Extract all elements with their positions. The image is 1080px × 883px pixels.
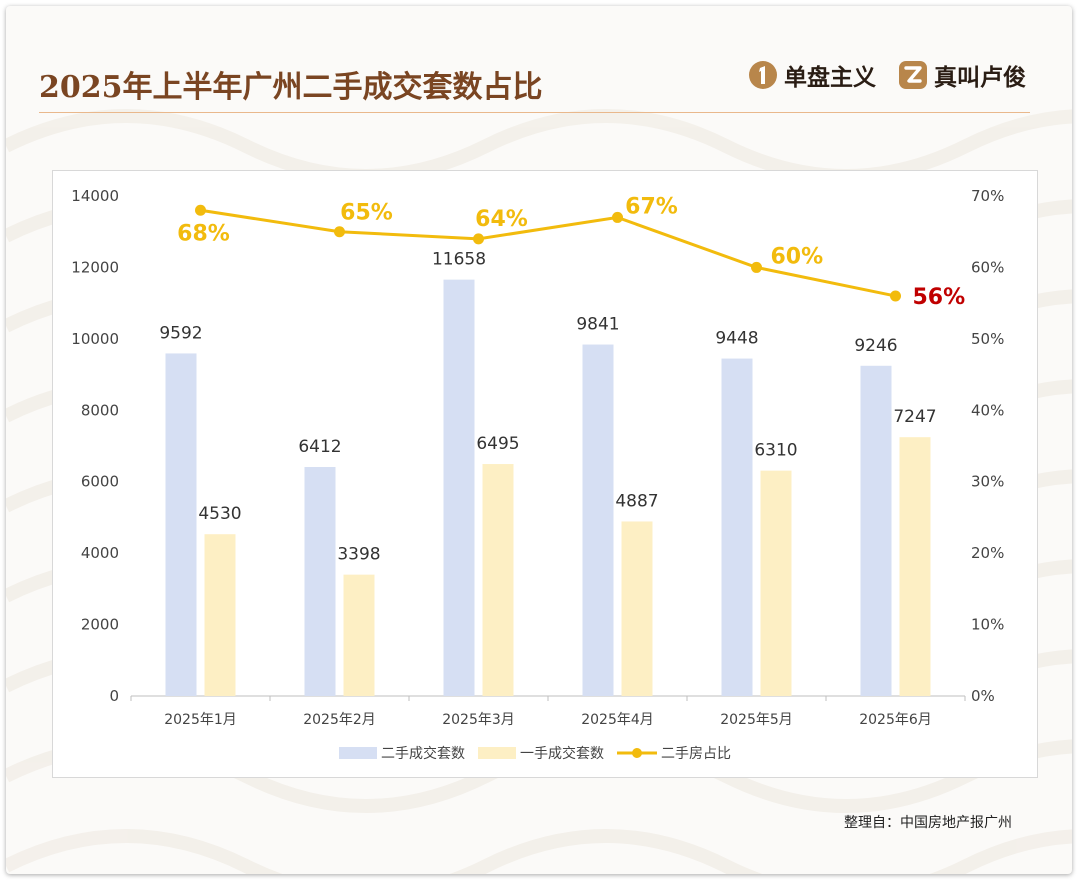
share-label: 67%: [625, 194, 678, 219]
share-label: 60%: [771, 244, 824, 269]
y-right-tick-label: 40%: [971, 401, 1004, 419]
share-point: [473, 233, 484, 245]
bar-newhome: [760, 470, 792, 696]
legend-item-secondhand: 二手成交套数: [339, 745, 465, 762]
y-right-tick-label: 50%: [971, 330, 1004, 348]
title-divider: [39, 112, 1030, 113]
legend-item-share: 二手房占比: [617, 746, 731, 762]
bar-value-label: 9841: [576, 315, 619, 335]
y-left-tick-label: 2000: [81, 616, 119, 634]
bar-newhome: [482, 464, 514, 696]
y-right-tick-label: 10%: [971, 616, 1004, 634]
y-right-tick-label: 60%: [971, 258, 1004, 276]
y-left-tick-label: 6000: [81, 473, 119, 491]
brand-name: 真叫卢俊: [934, 64, 1026, 90]
share-point: [612, 211, 623, 223]
source-note: 整理自：中国房地产报广州: [844, 815, 1012, 831]
y-left-tick-label: 10000: [71, 330, 119, 348]
number-one-logo-icon: [749, 61, 777, 89]
share-point: [334, 226, 345, 238]
y-right-tick-label: 30%: [971, 473, 1004, 491]
bar-value-label: 6412: [298, 437, 341, 457]
share-label: 68%: [177, 221, 230, 246]
share-label: 65%: [340, 201, 393, 226]
share-line: [200, 208, 896, 298]
share-label: 64%: [475, 207, 528, 232]
bar-value-label: 4530: [198, 504, 241, 524]
y-right-tick-label: 0%: [971, 687, 995, 705]
legend-label: 一手成交套数: [520, 745, 604, 762]
bar-secondhand: [165, 353, 197, 696]
infographic-card: 2025年上半年广州二手成交套数占比 单盘主义 真叫卢俊 0 2000 4000 60…: [6, 6, 1072, 874]
y-right-tick-label: 70%: [971, 187, 1004, 205]
page-title: 2025年上半年广州二手成交套数占比: [39, 70, 543, 105]
bar-secondhand: [443, 279, 475, 696]
legend-swatch: [339, 747, 377, 759]
chart-panel: 0 2000 4000 6000 8000 10000 12000 14000 0% 10% 20%…: [52, 170, 1038, 778]
bar-value-label: 9246: [854, 336, 897, 356]
share-point: [890, 290, 901, 302]
bar-secondhand: [304, 467, 336, 696]
bar-value-label: 3398: [337, 545, 380, 565]
bar-value-label: 9448: [715, 329, 758, 349]
y-left-tick-label: 8000: [81, 401, 119, 419]
y-left-tick-label: 14000: [71, 187, 119, 205]
x-category-label: 2025年6月: [859, 712, 932, 728]
bar-newhome: [621, 521, 653, 696]
legend-item-newhome: 一手成交套数: [478, 745, 604, 762]
x-category-label: 2025年2月: [303, 712, 376, 728]
x-category-label: 2025年3月: [442, 712, 515, 728]
x-category-label: 2025年1月: [164, 712, 237, 728]
combo-chart: 0 2000 4000 6000 8000 10000 12000 14000 0% 10% 20%…: [71, 187, 1004, 762]
y-right-tick-label: 20%: [971, 544, 1004, 562]
legend-label: 二手房占比: [661, 746, 731, 762]
legend-marker: [632, 748, 642, 758]
bar-secondhand: [860, 365, 892, 696]
y-left-tick-label: 0: [109, 687, 119, 705]
bar-value-label: 4887: [615, 491, 658, 511]
bar-value-label: 7247: [893, 407, 936, 427]
brand-danpanzhuyi: 单盘主义: [748, 58, 876, 92]
bar-newhome: [899, 437, 931, 696]
y-left-tick-label: 4000: [81, 544, 119, 562]
legend-label: 二手成交套数: [381, 745, 465, 762]
share-label-highlight: 56%: [913, 285, 966, 310]
z-letter-logo-icon: [899, 61, 927, 89]
bar-value-label: 9592: [159, 323, 202, 343]
x-category-label: 2025年5月: [720, 712, 793, 728]
y-left-tick-label: 12000: [71, 258, 119, 276]
bar-value-label: 11658: [432, 250, 486, 270]
brand-zhenjiaolujun: 真叫卢俊: [898, 58, 1026, 92]
bar-newhome: [343, 574, 375, 696]
bar-newhome: [204, 534, 236, 696]
legend-swatch: [478, 747, 516, 759]
share-point: [751, 261, 762, 273]
bar-secondhand: [582, 344, 614, 696]
share-point: [195, 204, 206, 216]
bar-value-label: 6495: [476, 434, 519, 454]
bar-value-label: 6310: [754, 441, 797, 461]
brand-name: 单盘主义: [784, 64, 876, 90]
x-category-label: 2025年4月: [581, 712, 654, 728]
bar-secondhand: [721, 358, 753, 696]
